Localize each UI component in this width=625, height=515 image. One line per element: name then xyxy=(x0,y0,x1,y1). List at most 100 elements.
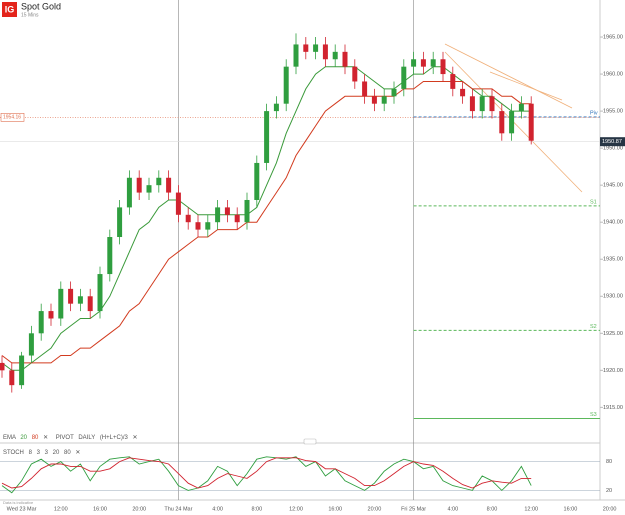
stoch-tick-label: 20 xyxy=(606,488,612,494)
frame xyxy=(0,0,625,501)
candle-body xyxy=(283,66,289,104)
candle-body xyxy=(518,103,524,112)
candle-body xyxy=(126,177,132,208)
close-button[interactable]: ✕ xyxy=(43,435,48,441)
current-price-label: 1950.87 xyxy=(602,139,622,145)
x-tick-label: 12:00 xyxy=(289,506,303,512)
candle-body xyxy=(264,111,270,163)
stoch-line xyxy=(1,456,532,494)
close-button[interactable]: ✕ xyxy=(133,435,138,441)
stoch-param: 20 xyxy=(53,450,60,456)
y-tick-label: 1955.00 xyxy=(603,109,623,115)
pivot-label: S3 xyxy=(590,412,597,418)
candle-body xyxy=(352,66,358,82)
x-tick-label: 8:00 xyxy=(487,506,498,512)
candle-body xyxy=(430,59,436,67)
x-tick-label: Fri 25 Mar xyxy=(401,506,426,512)
price-tag-label: 1954.16 xyxy=(3,115,21,121)
candle-body xyxy=(234,214,240,223)
candle-body xyxy=(528,103,534,141)
x-tick-label: 20:00 xyxy=(603,506,617,512)
candle-body xyxy=(77,296,83,304)
stoch-tick-label: 80 xyxy=(606,459,612,465)
candle-body xyxy=(411,59,417,67)
candle-body xyxy=(215,207,221,223)
stoch-legend: STOCH 8 3 3 20 80 ✕ xyxy=(3,450,80,456)
stoch-param: 3 xyxy=(45,450,49,456)
stoch-label: STOCH xyxy=(3,450,24,456)
candle-body xyxy=(87,296,93,312)
price-tag xyxy=(0,113,25,122)
candle-body xyxy=(175,192,181,215)
candle-body xyxy=(48,311,54,319)
candle-body xyxy=(58,288,64,319)
candle-body xyxy=(381,96,387,104)
legend-entry: 80 xyxy=(32,435,39,441)
logo: IG xyxy=(5,4,15,14)
candle-body xyxy=(420,59,426,67)
candle-body xyxy=(195,222,201,230)
candle-body xyxy=(362,81,368,97)
x-tick-label: 4:00 xyxy=(447,506,458,512)
candle-body xyxy=(38,311,44,334)
candle-body xyxy=(19,355,25,386)
plot: Piv S1 S2 S3 xyxy=(0,0,600,500)
x-tick-label: 4:00 xyxy=(212,506,223,512)
x-tick-label: 16:00 xyxy=(328,506,342,512)
stoch-param: 80 xyxy=(64,450,71,456)
candle-body xyxy=(224,207,230,215)
candle-body xyxy=(0,362,5,371)
x-tick-label: 8:00 xyxy=(251,506,262,512)
candle-body xyxy=(489,96,495,112)
x-tick-label: 20:00 xyxy=(368,506,382,512)
x-tick-label: 16:00 xyxy=(93,506,107,512)
pivot-label: Piv xyxy=(590,110,598,116)
candle-body xyxy=(28,333,34,356)
candle-body xyxy=(509,111,515,134)
x-tick-label: Thu 24 Mar xyxy=(164,506,192,512)
y-tick-label: 1950.00 xyxy=(603,146,623,152)
candle-body xyxy=(205,222,211,230)
footnote: Data is indicative xyxy=(3,500,34,505)
chart-subtitle: 15 Mins xyxy=(21,12,39,18)
candle-body xyxy=(322,44,328,60)
x-tick-label: 12:00 xyxy=(524,506,538,512)
candle-body xyxy=(68,288,74,304)
candle-body xyxy=(117,207,123,238)
candle-body xyxy=(479,96,485,112)
candle-body xyxy=(499,111,505,134)
y-tick-label: 1925.00 xyxy=(603,331,623,337)
y-tick-label: 1930.00 xyxy=(603,294,623,300)
ema-legend: EMA 20 80 ✕ PIVOT DAILY (H+L+C)/3 ✕ xyxy=(3,435,138,441)
candle-body xyxy=(401,66,407,89)
candle-body xyxy=(166,177,172,193)
pivot-label: S1 xyxy=(590,199,597,205)
candle-body xyxy=(97,274,103,312)
legend-entry: 20 xyxy=(20,435,27,441)
candle-body xyxy=(460,88,466,97)
candle-body xyxy=(185,214,191,223)
candle-body xyxy=(293,44,299,67)
close-button[interactable]: ✕ xyxy=(75,450,80,456)
pivot-label: S2 xyxy=(590,324,597,330)
y-tick-label: 1935.00 xyxy=(603,257,623,263)
candle-body xyxy=(244,199,250,223)
candle-body xyxy=(440,59,446,75)
candle-body xyxy=(273,103,279,112)
ema-line xyxy=(1,81,532,364)
x-tick-label: 16:00 xyxy=(564,506,578,512)
candle-body xyxy=(9,370,15,386)
candle-body xyxy=(107,237,113,275)
y-tick-label: 1960.00 xyxy=(603,72,623,78)
stoch-param: 8 xyxy=(29,450,33,456)
candle-body xyxy=(146,185,152,193)
x-tick-label: 12:00 xyxy=(54,506,68,512)
chart-title: Spot Gold xyxy=(21,1,61,11)
logo-box xyxy=(2,2,17,17)
candle-body xyxy=(391,88,397,97)
current-price-tag xyxy=(600,137,625,147)
y-tick-label: 1945.00 xyxy=(603,183,623,189)
candle-body xyxy=(156,177,162,186)
x-tick-label: 20:00 xyxy=(132,506,146,512)
